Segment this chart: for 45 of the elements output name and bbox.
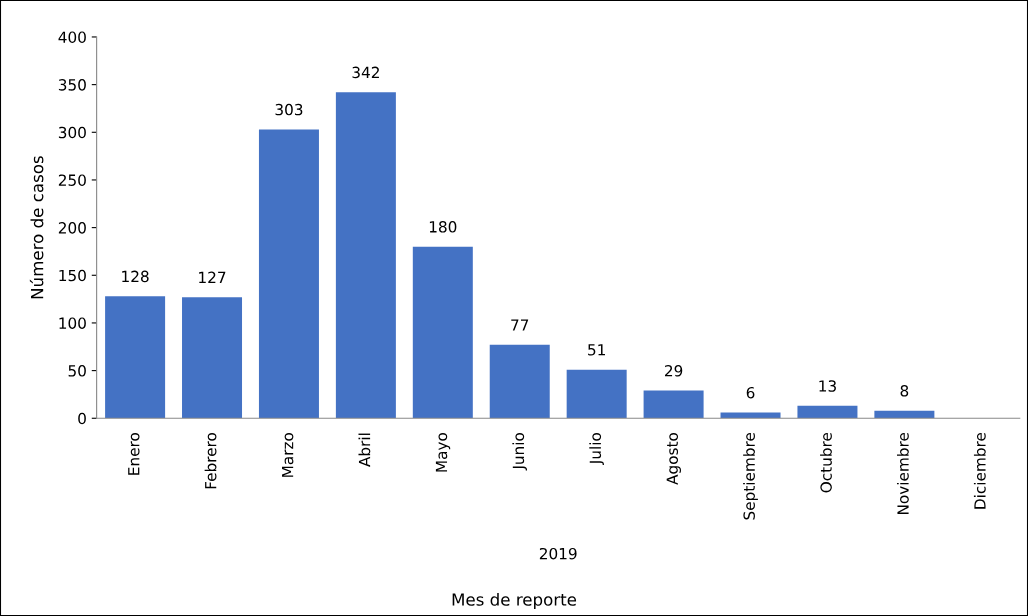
data-label: 128	[122, 270, 149, 283]
y-tick-label: 350	[58, 79, 86, 91]
bar	[566, 369, 627, 419]
text: 2019	[539, 547, 577, 560]
bar	[258, 129, 319, 419]
y-tick-label: 50	[68, 365, 86, 377]
x-tick-label: Agosto	[666, 432, 681, 485]
x-tick-label: Julio	[589, 432, 604, 465]
data-label: 51	[588, 344, 605, 356]
x-tick-label: Enero	[128, 432, 140, 475]
bar	[182, 297, 243, 419]
x-tick-label: Mayo	[435, 432, 451, 472]
bar	[489, 344, 550, 419]
x-tick-label: Junio	[512, 432, 528, 471]
x-axis-title: Mes de reporte	[452, 592, 577, 610]
x-tick-label: Septiembre	[743, 432, 758, 520]
data-label: 29	[665, 364, 683, 377]
data-label: 6	[746, 386, 755, 399]
y-tick-label: 400	[58, 31, 86, 43]
x-tick-label: Noviembre	[896, 432, 909, 515]
data-label: 127	[199, 271, 226, 283]
data-label: 13	[819, 380, 836, 392]
bar	[874, 410, 935, 419]
y-tick-label: 200	[58, 222, 86, 234]
data-label: 303	[275, 103, 303, 116]
x-tick-label: Abril	[358, 433, 371, 467]
bar	[105, 296, 166, 419]
data-label: 8	[900, 385, 909, 397]
x-tick-label: Octubre	[820, 432, 832, 493]
bar	[412, 246, 473, 419]
data-label: 180	[429, 221, 457, 233]
data-label: 77	[511, 319, 529, 331]
data-label: 342	[352, 66, 379, 79]
x-tick-label: Febrero	[204, 432, 217, 489]
y-axis-title: Número de casos	[29, 156, 44, 299]
bar	[335, 92, 396, 419]
bar	[797, 405, 858, 419]
y-tick-label: 0	[78, 412, 86, 425]
bar	[643, 390, 704, 419]
y-tick-label: 250	[58, 174, 86, 186]
x-tick-label: Marzo	[282, 432, 294, 477]
y-tick-label: 150	[59, 269, 86, 282]
x-tick-label: Diciembre	[973, 432, 986, 509]
y-tick-label: 100	[59, 317, 86, 329]
y-tick-label: 300	[58, 126, 86, 139]
